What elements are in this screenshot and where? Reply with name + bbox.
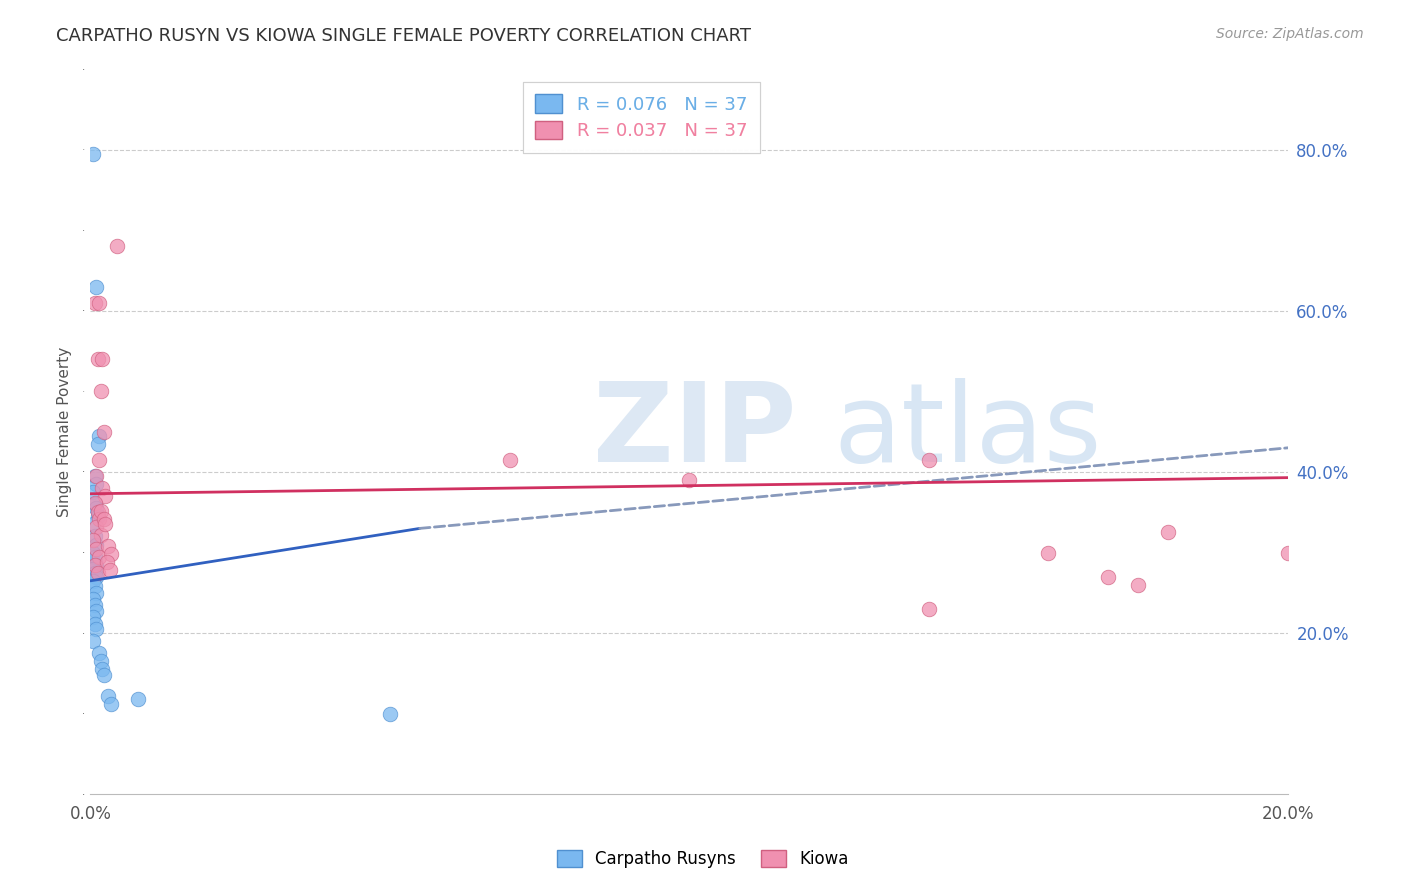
Point xyxy=(1128,578,1150,592)
Point xyxy=(84,295,107,310)
Point xyxy=(86,622,108,636)
Point xyxy=(82,574,104,588)
Point xyxy=(97,539,120,553)
Legend: Carpatho Rusyns, Kiowa: Carpatho Rusyns, Kiowa xyxy=(550,843,856,875)
Point xyxy=(86,477,108,491)
Point xyxy=(86,509,108,524)
Point xyxy=(90,504,112,518)
Text: CARPATHO RUSYN VS KIOWA SINGLE FEMALE POVERTY CORRELATION CHART: CARPATHO RUSYN VS KIOWA SINGLE FEMALE PO… xyxy=(56,27,751,45)
Point xyxy=(498,453,520,467)
Point xyxy=(82,533,104,548)
Point xyxy=(89,549,111,564)
Point xyxy=(84,549,107,564)
Point xyxy=(378,706,401,721)
Point xyxy=(91,352,114,367)
Point xyxy=(89,646,111,660)
Point xyxy=(89,512,111,526)
Point xyxy=(84,495,107,509)
Point xyxy=(90,528,112,542)
Point xyxy=(84,579,107,593)
Point xyxy=(86,566,108,580)
Point xyxy=(100,697,122,711)
Point xyxy=(100,547,122,561)
Point xyxy=(84,469,107,483)
Point xyxy=(93,425,115,439)
Point xyxy=(1157,525,1180,540)
Point xyxy=(82,562,104,576)
Point xyxy=(82,592,104,607)
Point xyxy=(86,520,108,534)
Point xyxy=(86,558,108,572)
Point xyxy=(86,570,108,584)
Y-axis label: Single Female Poverty: Single Female Poverty xyxy=(58,347,72,516)
Point xyxy=(90,384,112,399)
Legend: R = 0.076   N = 37, R = 0.037   N = 37: R = 0.076 N = 37, R = 0.037 N = 37 xyxy=(523,82,761,153)
Text: atlas: atlas xyxy=(832,378,1101,485)
Point xyxy=(94,489,117,503)
Point xyxy=(127,692,149,706)
Point xyxy=(918,602,941,616)
Point xyxy=(86,279,108,293)
Point xyxy=(84,616,107,631)
Point xyxy=(82,610,104,624)
Point xyxy=(94,517,117,532)
Point xyxy=(84,598,107,612)
Point xyxy=(678,473,700,487)
Point xyxy=(93,668,115,682)
Point xyxy=(84,529,107,543)
Point xyxy=(82,146,104,161)
Point xyxy=(86,469,108,483)
Point xyxy=(84,566,107,580)
Point xyxy=(98,563,121,577)
Point xyxy=(91,663,114,677)
Point xyxy=(89,295,111,310)
Text: ZIP: ZIP xyxy=(593,378,797,485)
Point xyxy=(86,586,108,600)
Point xyxy=(96,555,118,569)
Point xyxy=(84,558,107,572)
Point xyxy=(82,634,104,648)
Point xyxy=(86,604,108,618)
Point xyxy=(97,689,120,703)
Point xyxy=(89,453,111,467)
Point xyxy=(82,545,104,559)
Point xyxy=(93,512,115,526)
Point xyxy=(86,537,108,551)
Point xyxy=(84,497,107,511)
Point xyxy=(86,437,108,451)
Point xyxy=(86,505,108,519)
Point xyxy=(918,453,941,467)
Point xyxy=(90,654,112,668)
Point xyxy=(105,239,128,253)
Point xyxy=(86,541,108,556)
Point xyxy=(89,428,111,442)
Point xyxy=(1097,570,1119,584)
Point xyxy=(1038,545,1060,559)
Point xyxy=(82,485,104,500)
Point xyxy=(91,481,114,495)
Point xyxy=(82,517,104,532)
Text: Source: ZipAtlas.com: Source: ZipAtlas.com xyxy=(1216,27,1364,41)
Point xyxy=(86,352,108,367)
Point xyxy=(86,501,108,516)
Point xyxy=(1277,545,1299,559)
